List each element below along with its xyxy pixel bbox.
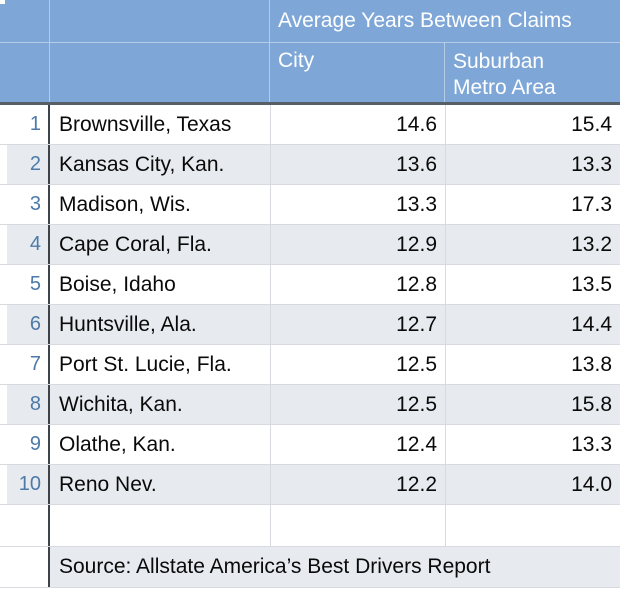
city-name-cell: Madison, Wis.: [59, 193, 191, 216]
suburban-years-cell: 14.0: [445, 465, 620, 504]
left-margin: [0, 385, 7, 424]
suburban-years-cell: 15.4: [445, 105, 620, 144]
table-row: 1 Brownsville, Texas 14.6 15.4: [0, 105, 620, 145]
left-margin: [0, 465, 7, 504]
left-margin: [0, 425, 7, 464]
suburban-years-cell: 13.2: [445, 225, 620, 264]
table-row: 10 Reno Nev. 12.2 14.0: [0, 465, 620, 505]
rank-cell-empty: [7, 505, 50, 546]
header-columns-row: City Suburban Metro Area: [0, 43, 620, 102]
rank-cell: 9: [7, 425, 50, 464]
column-header-suburban: Suburban Metro Area: [453, 50, 556, 99]
left-margin: [0, 265, 7, 304]
left-margin: [0, 345, 7, 384]
city-years-cell: 14.6: [270, 105, 445, 144]
left-margin: [0, 547, 7, 587]
header-name-spacer: [50, 43, 270, 102]
rank-cell: 4: [7, 225, 50, 264]
left-margin: [0, 185, 7, 224]
corner-notch: [0, 0, 5, 4]
suburban-years-cell: 13.5: [445, 265, 620, 304]
header-rank-spacer: [0, 43, 50, 102]
left-margin: [0, 105, 7, 144]
city-name-cell: Olathe, Kan.: [59, 433, 176, 456]
suburban-value-empty: [445, 505, 620, 546]
city-years-cell: 12.5: [270, 385, 445, 424]
city-years-cell: 12.9: [270, 225, 445, 264]
rank-cell: 10: [7, 465, 50, 504]
rank-cell: 7: [7, 345, 50, 384]
city-name-cell: Wichita, Kan.: [50, 385, 270, 424]
table-row: 7 Port St. Lucie, Fla. 12.5 13.8: [0, 345, 620, 385]
city-name-cell: Boise, Idaho: [59, 273, 176, 296]
city-years-cell: 12.8: [270, 265, 445, 304]
city-name-cell: Huntsville, Ala.: [50, 305, 270, 344]
rank-cell: 6: [7, 305, 50, 344]
table-title: Average Years Between Claims: [278, 9, 572, 32]
city-years-cell: 13.3: [270, 185, 445, 224]
rank-cell: 2: [7, 145, 50, 184]
city-name-cell: Kansas City, Kan.: [50, 145, 270, 184]
suburban-years-cell: 13.3: [445, 425, 620, 464]
city-years-cell: 12.2: [270, 465, 445, 504]
table-row: 9 Olathe, Kan. 12.4 13.3: [0, 425, 620, 465]
left-margin: [0, 505, 7, 546]
rank-cell: 3: [7, 185, 50, 224]
table-row: 5 Boise, Idaho 12.8 13.5: [0, 265, 620, 305]
table-row: 4 Cape Coral, Fla. 12.9 13.2: [0, 225, 620, 265]
suburban-years-cell: 15.8: [445, 385, 620, 424]
city-value-empty: [270, 505, 445, 546]
suburban-years-cell: 14.4: [445, 305, 620, 344]
city-cell-empty: [50, 505, 270, 546]
rank-cell: 8: [7, 385, 50, 424]
source-note: Source: Allstate America’s Best Drivers …: [50, 547, 620, 587]
suburban-years-cell: 17.3: [445, 185, 620, 224]
city-name-cell: Reno Nev.: [50, 465, 270, 504]
table-row: 3 Madison, Wis. 13.3 17.3: [0, 185, 620, 225]
table-row: 8 Wichita, Kan. 12.5 15.8: [0, 385, 620, 425]
city-years-cell: 12.7: [270, 305, 445, 344]
rank-cell: 1: [7, 105, 50, 144]
rank-cell: 5: [7, 265, 50, 304]
city-years-cell: 13.6: [270, 145, 445, 184]
empty-row: [0, 505, 620, 547]
left-margin: [0, 145, 7, 184]
city-name-cell: Brownsville, Texas: [59, 113, 232, 136]
left-margin: [0, 225, 7, 264]
table-row: 6 Huntsville, Ala. 12.7 14.4: [0, 305, 620, 345]
city-years-cell: 12.5: [270, 345, 445, 384]
city-name-cell: Port St. Lucie, Fla.: [59, 353, 232, 376]
table-row: 2 Kansas City, Kan. 13.6 13.3: [0, 145, 620, 185]
header-title-row: Average Years Between Claims: [0, 0, 620, 43]
city-name-cell: Cape Coral, Fla.: [50, 225, 270, 264]
header-name-spacer: [50, 0, 270, 42]
column-header-city: City: [270, 43, 445, 102]
source-row: Source: Allstate America’s Best Drivers …: [0, 547, 620, 588]
suburban-years-cell: 13.3: [445, 145, 620, 184]
suburban-years-cell: 13.8: [445, 345, 620, 384]
city-years-cell: 12.4: [270, 425, 445, 464]
header-rank-spacer: [0, 0, 50, 42]
table-header: Average Years Between Claims City Suburb…: [0, 0, 620, 105]
table-body: 1 Brownsville, Texas 14.6 15.4 2 Kansas …: [0, 105, 620, 505]
rank-cell-empty: [7, 547, 50, 587]
left-margin: [0, 305, 7, 344]
